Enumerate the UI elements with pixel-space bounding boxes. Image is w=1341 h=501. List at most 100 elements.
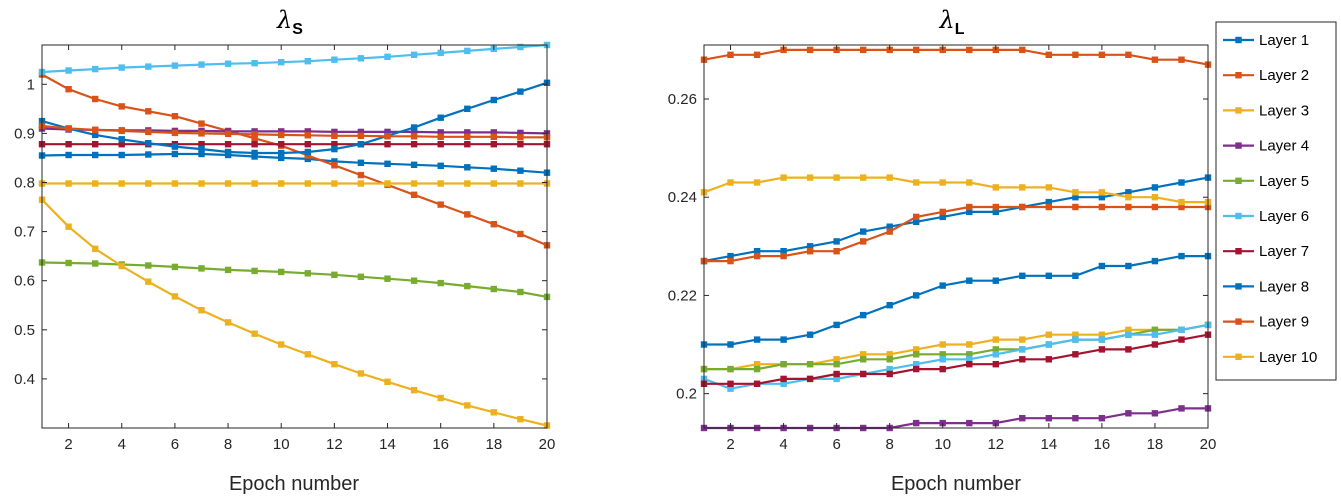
data-point <box>384 180 391 187</box>
data-point <box>304 132 311 139</box>
data-point <box>1125 203 1132 211</box>
data-point <box>1178 56 1185 63</box>
data-point <box>1151 257 1159 265</box>
series-layer-5 <box>38 259 551 301</box>
data-point <box>490 285 497 293</box>
legend-swatch-marker <box>1235 107 1242 114</box>
data-point <box>517 288 524 296</box>
data-point <box>727 380 734 387</box>
data-point <box>278 180 285 187</box>
data-point <box>727 257 734 265</box>
x-tick-label: 8 <box>886 436 894 453</box>
data-point <box>278 154 285 162</box>
data-point <box>939 213 946 221</box>
data-point <box>939 282 946 289</box>
data-point <box>410 133 418 140</box>
data-point <box>357 141 365 148</box>
series-layer-6 <box>700 321 1212 392</box>
data-point <box>992 336 999 343</box>
data-point <box>753 248 761 255</box>
series-line <box>703 176 1208 204</box>
data-point <box>992 277 999 284</box>
data-point <box>198 265 205 272</box>
data-point <box>437 141 444 148</box>
chart-lambda-s: λS Epoch number 2 4 6 8 10 12 14 16 18 20 0.4 0.5 0.… <box>14 6 555 495</box>
data-point <box>304 351 311 358</box>
data-point <box>727 341 734 348</box>
data-point <box>464 133 471 140</box>
data-point <box>806 331 814 338</box>
data-point <box>1125 51 1132 58</box>
data-point <box>1178 405 1185 412</box>
data-point <box>384 160 391 167</box>
data-point <box>118 136 125 143</box>
data-point <box>517 167 524 174</box>
data-point <box>357 273 365 280</box>
data-point <box>304 141 311 148</box>
data-point <box>490 180 497 187</box>
data-point <box>939 365 946 373</box>
data-point <box>331 56 338 63</box>
data-point <box>1098 331 1106 338</box>
series-layer-3 <box>38 180 551 187</box>
legend-label: Layer 1 <box>1259 32 1309 49</box>
data-point <box>886 370 893 378</box>
data-point <box>1072 51 1079 58</box>
data-point <box>118 180 125 187</box>
data-point <box>806 375 814 383</box>
data-point <box>1178 336 1185 343</box>
data-point <box>198 307 205 314</box>
data-point <box>437 49 444 57</box>
data-point <box>304 58 311 65</box>
data-point <box>464 141 471 148</box>
data-point <box>92 151 99 159</box>
data-point <box>65 223 72 230</box>
data-point <box>833 361 840 368</box>
data-point <box>65 67 72 74</box>
data-point <box>780 380 787 387</box>
legend-item: Layer 3 <box>1223 102 1309 119</box>
legend-label: Layer 5 <box>1259 173 1309 190</box>
data-point <box>384 141 391 148</box>
x-tick-label: 10 <box>273 436 290 453</box>
data-point <box>806 174 814 181</box>
data-point <box>145 128 152 136</box>
data-point <box>517 230 524 238</box>
data-point <box>833 248 840 255</box>
data-point <box>517 134 524 141</box>
legend-item: Layer 10 <box>1223 349 1317 366</box>
data-point <box>384 378 391 385</box>
plot-frame <box>41 44 548 429</box>
data-point <box>171 113 179 120</box>
data-point <box>1125 326 1132 333</box>
data-point <box>437 279 444 287</box>
x-tick-label: 12 <box>326 436 343 453</box>
data-point <box>913 213 920 221</box>
data-point <box>753 252 761 260</box>
data-point <box>913 292 920 299</box>
data-point <box>118 151 125 159</box>
data-point <box>357 128 365 136</box>
data-point <box>490 96 497 104</box>
legend-label: Layer 4 <box>1259 138 1309 155</box>
x-tick-label: 12 <box>987 436 1004 453</box>
data-point <box>92 180 99 187</box>
data-point <box>860 351 867 358</box>
data-point <box>1072 194 1079 201</box>
data-point <box>833 370 840 378</box>
data-point <box>198 180 205 187</box>
data-point <box>224 319 232 326</box>
data-point <box>145 180 152 187</box>
data-point <box>992 346 999 353</box>
data-point <box>1098 336 1106 343</box>
data-point <box>464 180 471 187</box>
data-point <box>939 208 946 216</box>
data-point <box>913 361 920 368</box>
x-tick-label: 8 <box>224 436 232 453</box>
data-point <box>304 180 311 187</box>
data-point <box>224 180 232 187</box>
series-layer-2 <box>38 71 551 249</box>
data-point <box>171 62 179 69</box>
data-point <box>833 321 840 329</box>
